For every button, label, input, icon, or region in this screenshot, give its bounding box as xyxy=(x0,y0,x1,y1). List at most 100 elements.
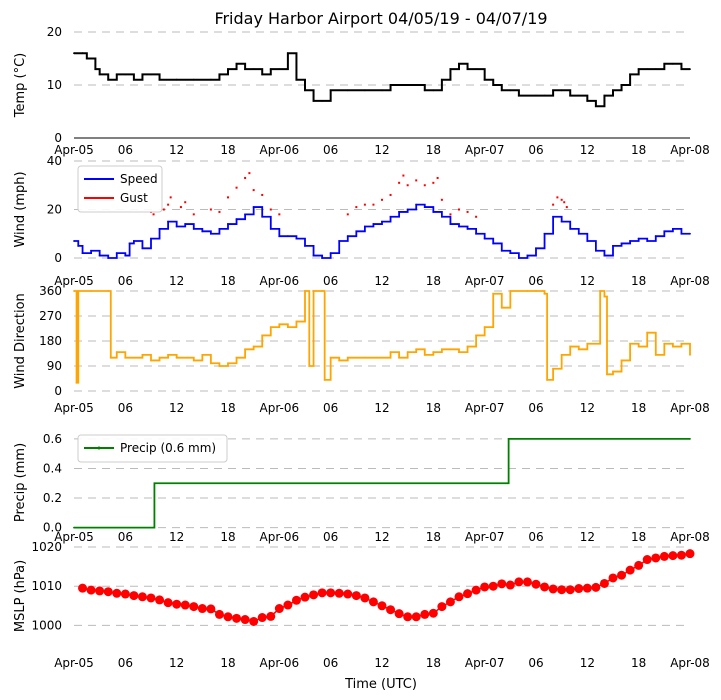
x-tick-label: 12 xyxy=(169,530,184,544)
data-point xyxy=(637,68,640,70)
data-point xyxy=(252,68,255,70)
gust-point xyxy=(169,196,172,199)
data-point xyxy=(201,230,204,233)
y-axis-label: Temp (°C) xyxy=(13,53,28,119)
gust-point xyxy=(552,203,555,206)
data-point xyxy=(363,225,366,228)
data-point xyxy=(466,345,469,348)
data-point xyxy=(109,356,112,359)
legend-precip: Precip (0.6 mm) xyxy=(77,434,228,463)
data-point xyxy=(209,362,212,365)
x-tick-label: Apr-06 xyxy=(260,401,300,415)
data-point xyxy=(637,345,640,348)
data-point xyxy=(577,232,580,235)
data-point xyxy=(115,351,118,354)
data-point xyxy=(269,68,272,70)
gust-point xyxy=(167,203,170,206)
data-point xyxy=(389,215,392,218)
data-point xyxy=(606,373,608,376)
y-tick-label: 20 xyxy=(47,203,62,217)
data-point xyxy=(150,237,152,240)
data-point xyxy=(646,331,649,334)
data-point xyxy=(321,100,324,102)
panel-wind: 0 20 40 Apr-05 06 12 18 Apr-06 06 12 18 Apr-07 06 12 1… xyxy=(13,154,710,288)
legend-marker xyxy=(97,446,101,450)
y-tick-label: 270 xyxy=(39,309,62,323)
x-tick-label: 06 xyxy=(323,274,338,288)
data-point xyxy=(689,353,691,356)
x-tick-label: 18 xyxy=(220,143,235,157)
mslp-point xyxy=(368,597,378,607)
data-point xyxy=(132,240,135,242)
x-tick-label: Apr-06 xyxy=(260,656,300,670)
legend-box xyxy=(77,165,163,213)
x-tick-label: Apr-08 xyxy=(670,656,710,670)
x-tick-label: 06 xyxy=(323,656,338,670)
mslp-point xyxy=(668,551,678,561)
data-point xyxy=(269,228,272,230)
data-point xyxy=(629,342,632,345)
x-tick-label: 12 xyxy=(580,274,595,288)
legend-wind: Speed Gust xyxy=(77,165,163,213)
data-point xyxy=(338,240,341,242)
data-point xyxy=(654,353,657,356)
data-point xyxy=(278,68,281,70)
mslp-point xyxy=(351,591,361,601)
y-axis-label: MSLP (hPa) xyxy=(13,560,28,632)
y-tick-label: 1000 xyxy=(31,618,62,632)
data-point xyxy=(492,292,495,295)
x-tick-label: Apr-06 xyxy=(260,274,300,288)
data-point xyxy=(603,295,606,298)
data-point xyxy=(432,351,435,354)
x-tick-label: Apr-07 xyxy=(465,143,505,157)
x-tick-label: 18 xyxy=(220,274,235,288)
gust-point xyxy=(436,176,439,179)
data-point xyxy=(671,228,674,230)
mslp-point xyxy=(480,582,490,592)
x-tick-label: 12 xyxy=(374,656,389,670)
mslp-point xyxy=(129,591,139,601)
data-point xyxy=(363,89,366,92)
data-point xyxy=(646,68,649,70)
data-point xyxy=(167,353,170,356)
data-point xyxy=(201,353,204,356)
data-point xyxy=(158,228,161,230)
data-point xyxy=(363,356,366,359)
data-point xyxy=(449,68,452,70)
data-point xyxy=(152,526,155,529)
data-point xyxy=(252,206,255,208)
data-point xyxy=(458,62,460,65)
gust-point xyxy=(389,193,392,196)
gust-point xyxy=(432,181,435,184)
mslp-point xyxy=(531,579,541,589)
mslp-point xyxy=(574,584,584,594)
mslp-point xyxy=(582,583,592,593)
data-point xyxy=(107,78,110,81)
data-point xyxy=(440,215,443,218)
data-point xyxy=(355,230,358,233)
gust-point xyxy=(406,184,409,187)
mslp-point xyxy=(95,586,105,596)
x-tick-label: 06 xyxy=(528,656,543,670)
gust-point xyxy=(449,213,452,216)
data-point xyxy=(637,237,640,240)
x-tick-label: 12 xyxy=(169,656,184,670)
mslp-point xyxy=(146,593,156,603)
x-tick-label: 18 xyxy=(426,656,441,670)
data-point xyxy=(423,89,426,92)
data-point xyxy=(483,237,486,240)
mslp-point xyxy=(257,613,267,623)
x-tick-label: 06 xyxy=(528,530,543,544)
gust-point xyxy=(252,189,255,192)
data-point xyxy=(526,290,529,292)
y-tick-label: 0 xyxy=(54,251,62,265)
x-tick-label: 18 xyxy=(426,530,441,544)
data-point xyxy=(73,526,75,529)
data-point xyxy=(586,100,589,102)
mslp-point xyxy=(137,592,147,602)
data-point xyxy=(560,89,563,92)
mslp-point xyxy=(197,604,207,614)
data-point xyxy=(77,290,80,292)
x-tick-label: 18 xyxy=(426,143,441,157)
mslp-point xyxy=(591,582,601,592)
